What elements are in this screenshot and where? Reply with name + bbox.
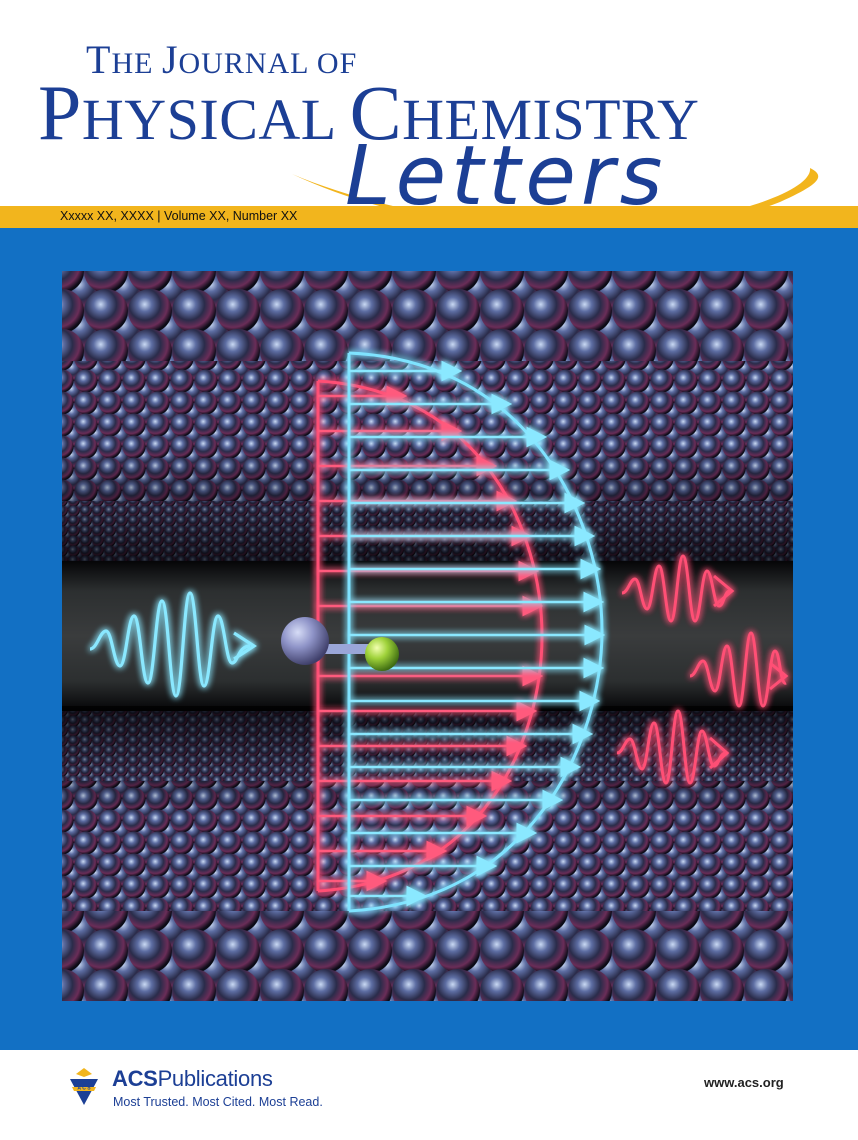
svg-text:A C S: A C S — [77, 1086, 91, 1092]
publisher-name: ACSPublications — [112, 1066, 273, 1091]
outgoing-wave-3 — [616, 709, 730, 785]
incoming-wave — [89, 591, 257, 698]
journal-title-letters: Letters — [345, 129, 668, 224]
journal-title-line2: PHYSICAL CHEMISTRY — [38, 69, 700, 156]
issue-band: Xxxxx XX, XXXX | Volume XX, Number XX — [0, 206, 858, 228]
acs-logo-icon: A C S — [70, 1068, 98, 1105]
journal-title-line1: THE JOURNAL OF — [86, 37, 358, 82]
diatomic-molecule — [281, 617, 399, 671]
cover-illustration — [62, 271, 793, 1001]
issue-info: Xxxxx XX, XXXX | Volume XX, Number XX — [60, 209, 298, 223]
website-link[interactable]: www.acs.org — [704, 1075, 784, 1090]
outgoing-wave-2 — [689, 631, 789, 708]
publisher-tagline: Most Trusted. Most Cited. Most Read. — [113, 1095, 323, 1109]
masthead: THE JOURNAL OF PHYSICAL CHEMISTRY Letter… — [0, 0, 858, 235]
footer — [0, 1050, 858, 1140]
outgoing-wave-1 — [621, 554, 735, 623]
cyan-flow-arrows — [349, 360, 606, 907]
